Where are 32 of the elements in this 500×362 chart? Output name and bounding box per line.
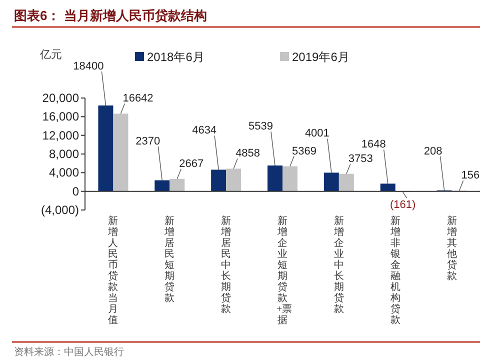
- data-label: 16642: [122, 92, 154, 105]
- y-tick-label: 20,000: [42, 91, 80, 105]
- data-label: 4634: [192, 124, 217, 137]
- title: 图表6： 当月新增人民币贷款结构: [14, 8, 207, 23]
- data-label: (161): [390, 199, 416, 212]
- x-tick-label: 新增居民中长期贷款: [220, 216, 232, 315]
- y-tick-label: 8,000: [48, 147, 80, 161]
- data-label: 3753: [348, 152, 373, 165]
- y-axis-title: 亿元: [39, 49, 62, 61]
- x-tick-label: 新增企业中长期贷款: [332, 216, 345, 315]
- x-tick-label: 新增其他贷款: [446, 216, 458, 282]
- y-tick-label: 16,000: [42, 110, 80, 124]
- data-label: 1648: [361, 138, 386, 151]
- data-label: 18400: [73, 60, 104, 72]
- y-tick-label: 4,000: [48, 166, 80, 180]
- data-label: 5369: [292, 145, 316, 158]
- data-label: 5539: [248, 120, 273, 132]
- data-label: 208: [424, 145, 442, 158]
- data-label: 2667: [179, 158, 204, 170]
- legend-label: 2018年6月: [147, 50, 204, 64]
- text: 资料来源：中国人民银行: [14, 346, 124, 358]
- legend-label: 2019年6月: [292, 50, 350, 64]
- y-tick-label: (4,000): [40, 203, 79, 217]
- x-tick-label: 新增人民币贷款当月值: [107, 216, 120, 326]
- x-tick-label: 新增居民短期贷款: [164, 216, 176, 304]
- x-tick-label: 新增非银金融机构贷款: [389, 216, 402, 326]
- y-tick-label: 0: [72, 184, 80, 198]
- data-label: 4858: [236, 148, 260, 160]
- data-label: 4001: [304, 128, 330, 140]
- data-label: 2370: [136, 135, 160, 148]
- y-tick-label: 12,000: [42, 128, 80, 142]
- data-label: 156: [461, 170, 480, 182]
